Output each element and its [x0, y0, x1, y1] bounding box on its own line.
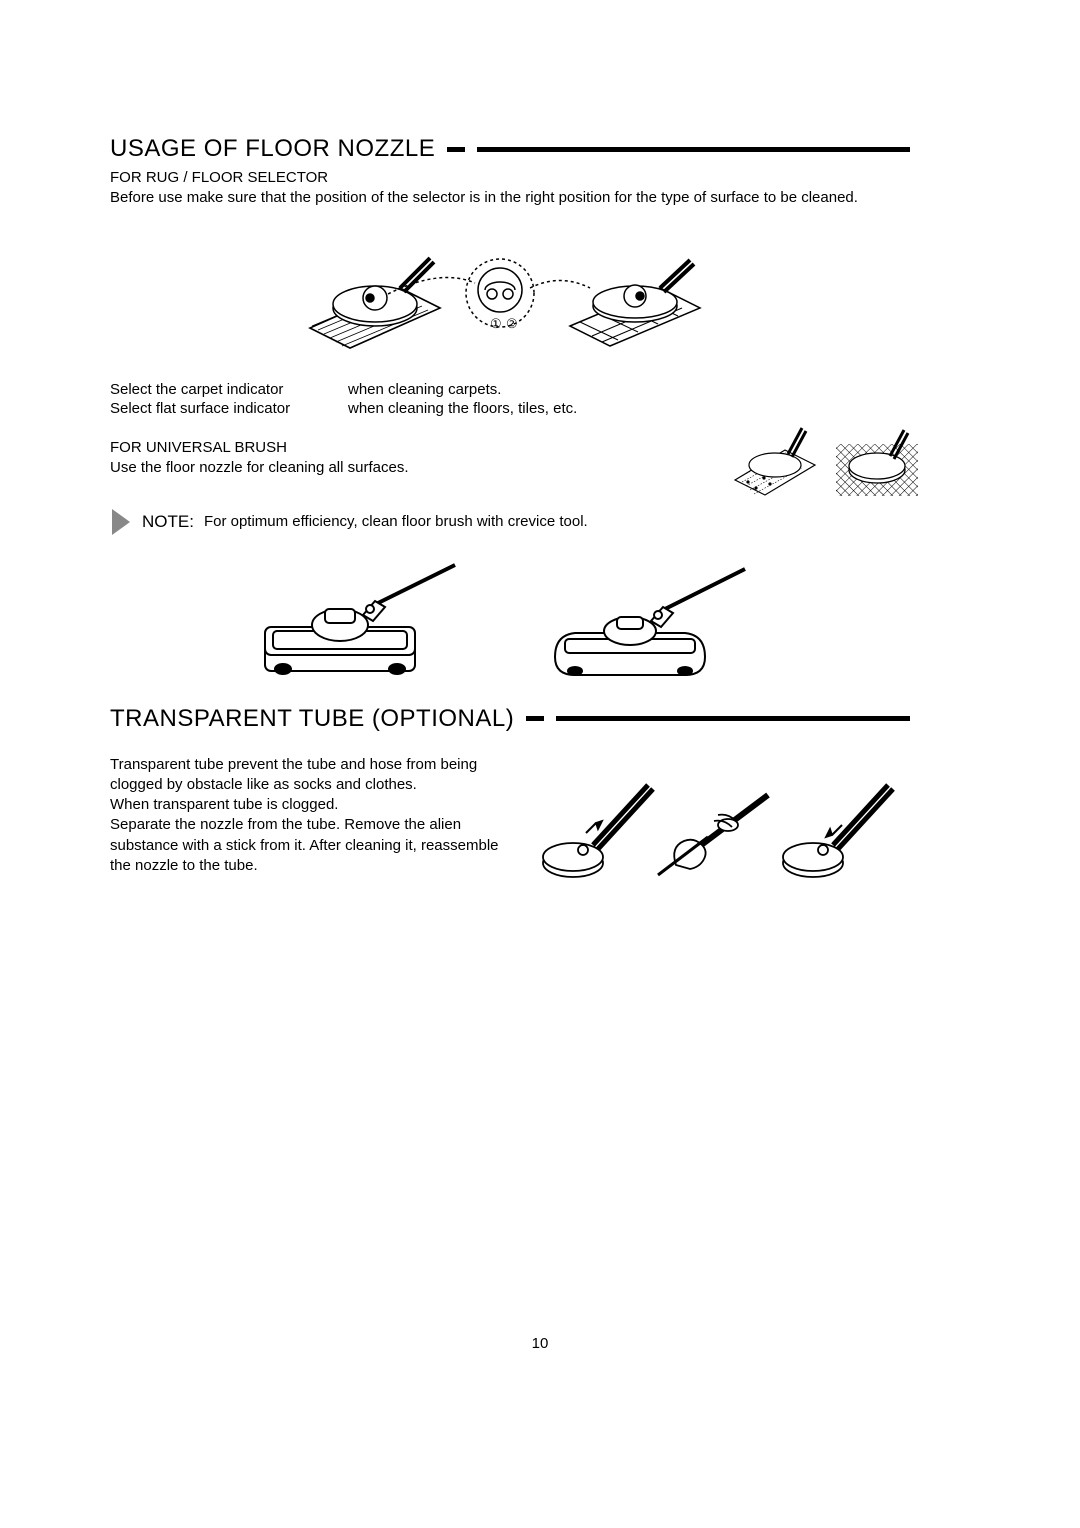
- figure-tube-steps: [538, 755, 898, 900]
- section-heading-2: TRANSPARENT TUBE (OPTIONAL): [110, 705, 910, 733]
- heading-text: USAGE OF FLOOR NOZZLE: [110, 135, 435, 163]
- figure-brush-pair: [110, 547, 910, 687]
- sub-label-selector: FOR RUG / FLOOR SELECTOR: [110, 169, 910, 186]
- indicator-flat-desc: when cleaning the floors, tiles, etc.: [348, 400, 577, 417]
- heading-rule-short: [447, 147, 465, 152]
- svg-text:②: ②: [506, 316, 518, 331]
- heading-rule-long-2: [556, 716, 910, 721]
- figure-surface-thumbnails: [730, 410, 922, 500]
- svg-text:①: ①: [490, 316, 502, 331]
- note-text: For optimum efficiency, clean floor brus…: [204, 513, 588, 530]
- heading-text-2: TRANSPARENT TUBE (OPTIONAL): [110, 705, 514, 733]
- transparent-tube-paragraph: Transparent tube prevent the tube and ho…: [110, 755, 510, 877]
- note-row: NOTE: For optimum efficiency, clean floo…: [110, 507, 910, 537]
- indicator-carpet-desc: when cleaning carpets.: [348, 381, 501, 398]
- section-heading-1: USAGE OF FLOOR NOZZLE: [110, 135, 910, 163]
- figure-selector-nozzles: ① ②: [110, 218, 910, 363]
- indicator-row-1: Select the carpet indicator when cleanin…: [110, 381, 910, 398]
- indicator-flat-label: Select flat surface indicator: [110, 400, 330, 417]
- indicator-carpet-label: Select the carpet indicator: [110, 381, 330, 398]
- page-number: 10: [0, 1335, 1080, 1352]
- heading-rule-long: [477, 147, 910, 152]
- intro-text: Before use make sure that the position o…: [110, 188, 910, 208]
- note-label: NOTE:: [142, 512, 194, 532]
- heading-rule-short-2: [526, 716, 544, 721]
- note-triangle-icon: [110, 507, 132, 537]
